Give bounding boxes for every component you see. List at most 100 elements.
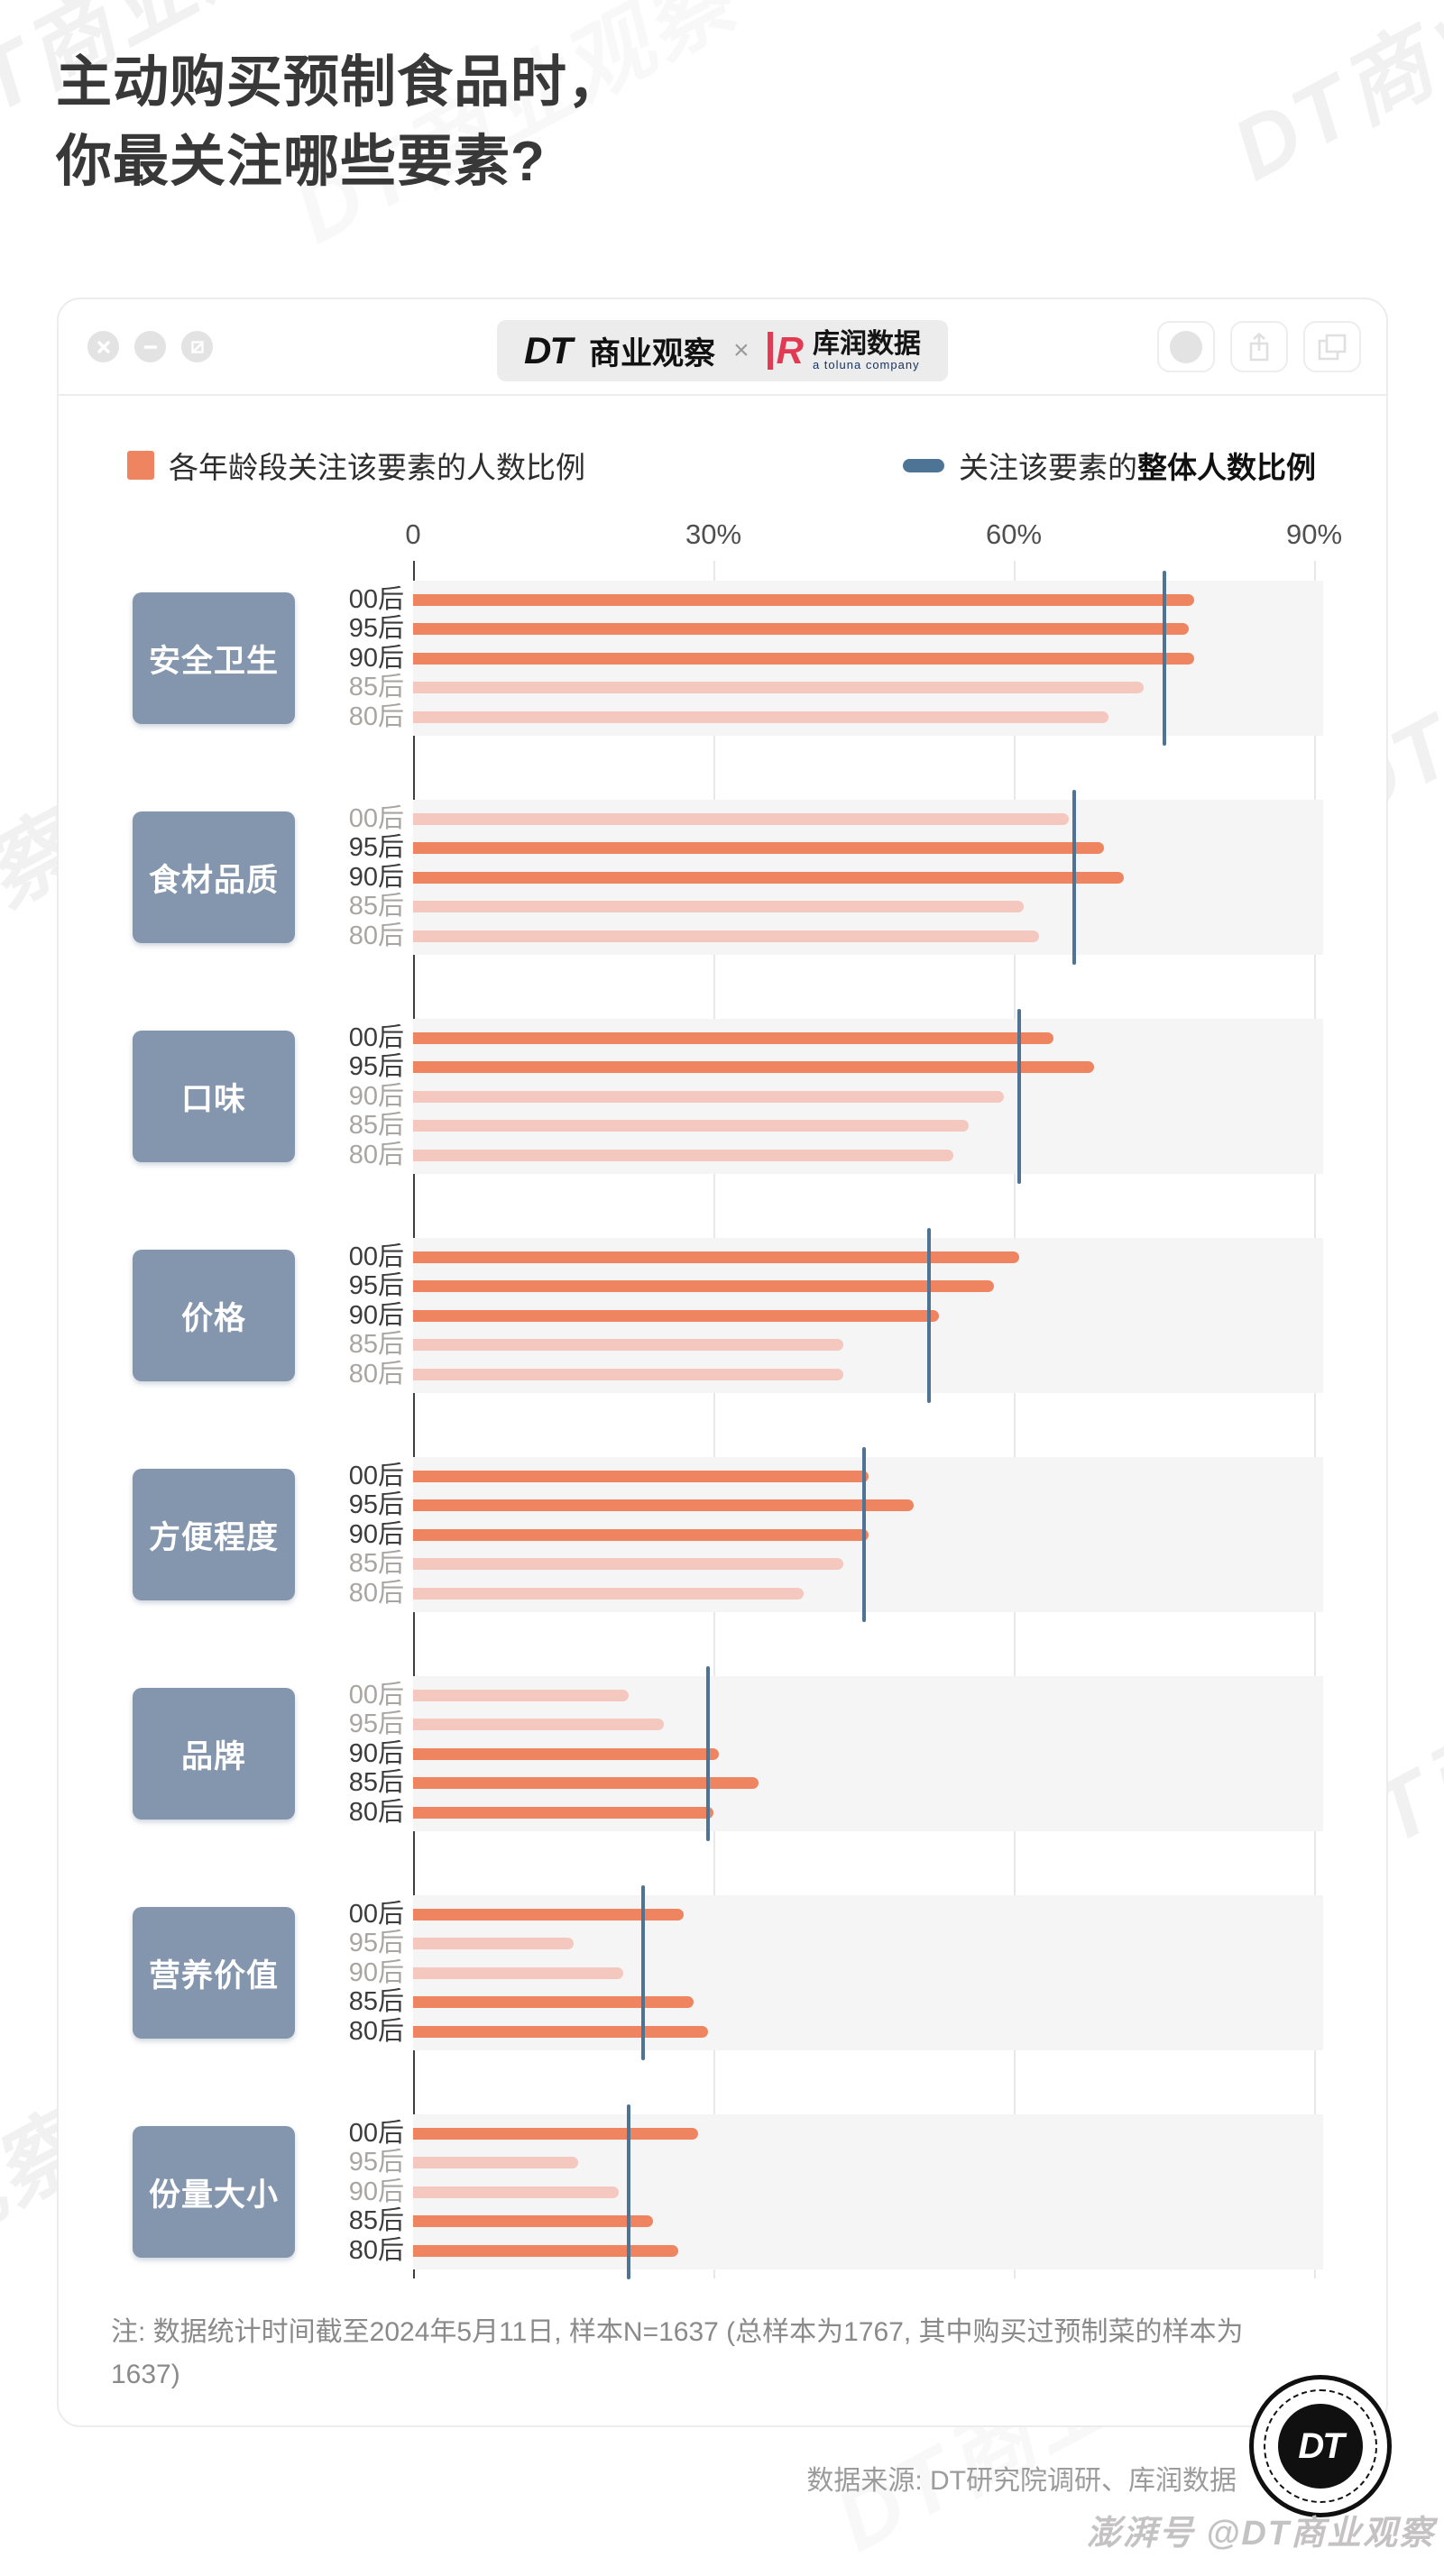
value-bar (413, 1251, 1019, 1263)
legend-bar-label: 各年龄段关注该要素的人数比例 (169, 451, 585, 484)
value-bar (413, 623, 1190, 636)
data-source: 数据来源: DT研究院调研、库润数据 (806, 2466, 1237, 2496)
value-bar (413, 1120, 970, 1132)
age-label: 95后 (348, 1271, 404, 1301)
bar-row: 00后 (59, 1242, 1386, 1272)
y-axis-line (413, 561, 415, 2278)
overall-line (641, 1885, 646, 2060)
age-label: 00后 (348, 1023, 404, 1052)
copy-button[interactable] (1303, 321, 1361, 372)
bar-row: 80后 (59, 1360, 1386, 1389)
category-box: 营养价值 (133, 1907, 295, 2039)
age-label: 80后 (348, 1797, 404, 1827)
legend-overall: 关注该要素的整体人数比例 (903, 444, 1316, 487)
footnote: 注: 数据统计时间截至2024年5月11日, 样本N=1637 (总样本为176… (111, 2317, 1244, 2389)
category-box: 食材品质 (133, 811, 295, 943)
maximize-button[interactable] (181, 331, 213, 362)
value-bar (413, 1558, 844, 1571)
bar-row: 95后 (59, 1929, 1386, 1958)
bar-row: 80后 (59, 921, 1386, 951)
age-label: 90后 (348, 1300, 404, 1330)
value-bar (413, 1032, 1054, 1044)
age-label: 00后 (348, 1681, 404, 1710)
copy-icon (1318, 334, 1347, 360)
age-label: 90后 (348, 1519, 404, 1549)
legend-line-swatch (903, 458, 944, 472)
close-button[interactable] (87, 331, 119, 362)
share-button[interactable] (1230, 321, 1288, 372)
bar-row: 80后 (59, 702, 1386, 732)
chart-area: 安全卫生 00后 95后 90后 85后 80后 食材品质 00后 95后 90后 85后 80后 口味… (59, 561, 1386, 2287)
partner-name: 库润数据 (812, 329, 921, 360)
age-label: 95后 (348, 2148, 404, 2177)
minimize-button[interactable] (134, 331, 166, 362)
bar-row: 90后 (59, 1301, 1386, 1331)
value-bar (413, 1690, 629, 1701)
age-label: 85后 (348, 1111, 404, 1141)
x-tick: 90% (1285, 518, 1343, 550)
overall-line (1162, 571, 1166, 746)
value-bar (413, 2025, 709, 2038)
age-label: 95后 (348, 1052, 404, 1082)
record-button[interactable] (1157, 321, 1215, 372)
bar-row: 80后 (59, 2236, 1386, 2266)
age-label: 00后 (348, 1900, 404, 1929)
age-label: 00后 (348, 1242, 404, 1271)
category-box: 份量大小 (133, 2126, 295, 2258)
bar-row: 95后 (59, 1271, 1386, 1301)
age-label: 95后 (348, 1929, 404, 1958)
bar-row: 85后 (59, 892, 1386, 921)
bar-row: 00后 (59, 1023, 1386, 1053)
age-label: 80后 (348, 1359, 404, 1389)
value-bar (413, 2128, 699, 2140)
factor-group: 方便程度 00后 95后 90后 85后 80后 (59, 1447, 1386, 1622)
bar-row: 90后 (59, 863, 1386, 893)
age-label: 80后 (348, 1140, 404, 1169)
category-box: 安全卫生 (133, 592, 295, 724)
value-bar (413, 1339, 844, 1352)
age-label: 95后 (348, 1490, 404, 1520)
bar-row: 80后 (59, 1141, 1386, 1170)
age-label: 90后 (348, 2177, 404, 2206)
x-tick: 30% (685, 518, 742, 550)
age-label: 80后 (348, 921, 404, 950)
bar-row: 80后 (59, 1798, 1386, 1828)
close-icon (97, 340, 110, 353)
chart-card: DT 商业观察 × R 库润数据 a toluna company (57, 298, 1388, 2427)
bar-row: 80后 (59, 2017, 1386, 2047)
watermark-text: DT商业观察 (1218, 0, 1444, 199)
age-label: 80后 (348, 1578, 404, 1608)
value-bar (413, 1938, 574, 1950)
window-controls (87, 331, 213, 362)
legend-bar-swatch (127, 451, 154, 480)
age-label: 85后 (348, 1330, 404, 1360)
age-label: 00后 (348, 804, 404, 833)
bar-row: 00后 (59, 804, 1386, 834)
overall-line (706, 1666, 711, 1841)
overall-line (626, 2104, 630, 2279)
category-box: 方便程度 (133, 1469, 295, 1600)
value-bar (413, 1309, 939, 1322)
value-bar (413, 1149, 954, 1161)
share-icon (1249, 332, 1269, 361)
circle-icon (1170, 330, 1202, 363)
page-title-line1: 主动购买预制食品时， (56, 51, 625, 114)
factor-group: 营养价值 00后 95后 90后 85后 80后 (59, 1885, 1386, 2060)
age-label: 80后 (348, 2235, 404, 2265)
bar-row: 90后 (59, 2177, 1386, 2207)
minimize-icon (143, 344, 157, 349)
value-bar (413, 1471, 869, 1482)
age-label: 80后 (348, 701, 404, 731)
bar-row: 90后 (59, 1739, 1386, 1769)
age-label: 85后 (348, 2206, 404, 2236)
value-bar (413, 1777, 759, 1790)
age-label: 85后 (348, 1768, 404, 1798)
value-bar (413, 1587, 804, 1600)
dt-logo: DT (524, 329, 573, 371)
bar-row: 00后 (59, 1900, 1386, 1930)
bar-row: 95后 (59, 1710, 1386, 1739)
bar-row: 85后 (59, 1330, 1386, 1360)
bar-row: 95后 (59, 833, 1386, 863)
bar-row: 85后 (59, 673, 1386, 702)
value-bar (413, 1528, 869, 1541)
